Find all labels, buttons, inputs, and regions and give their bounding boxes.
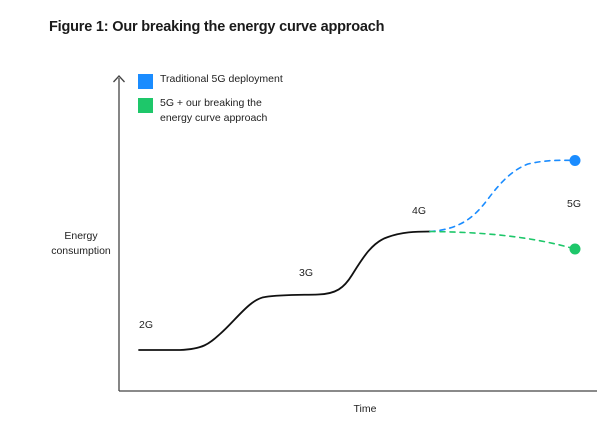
- label-4g: 4G: [412, 205, 427, 217]
- label-3g: 3G: [299, 267, 314, 279]
- figure-title: Figure 1: Our breaking the energy curve …: [49, 19, 385, 35]
- legend-item-breaking: 5G + our breaking the energy curve appro…: [138, 96, 283, 126]
- label-2g: 2G: [139, 319, 154, 331]
- traditional-5g-path: [429, 159, 576, 233]
- y-axis-label: Energy consumption: [51, 230, 111, 257]
- legend-swatch-blue: [138, 74, 153, 89]
- breaking-curve-endpoint: [569, 243, 581, 255]
- legend: Traditional 5G deployment 5G + our break…: [138, 72, 283, 133]
- energy-curve-main: [138, 230, 431, 351]
- legend-item-traditional: Traditional 5G deployment: [138, 72, 283, 89]
- breaking-curve-path: [429, 230, 576, 250]
- y-axis-arrow-icon: [113, 75, 125, 83]
- legend-swatch-green: [138, 98, 153, 113]
- legend-label-traditional: Traditional 5G deployment: [160, 73, 283, 85]
- legend-label-breaking: 5G + our breaking the energy curve appro…: [160, 97, 268, 124]
- label-5g: 5G: [567, 198, 582, 210]
- x-axis-label: Time: [353, 403, 377, 415]
- traditional-5g-endpoint: [569, 155, 581, 166]
